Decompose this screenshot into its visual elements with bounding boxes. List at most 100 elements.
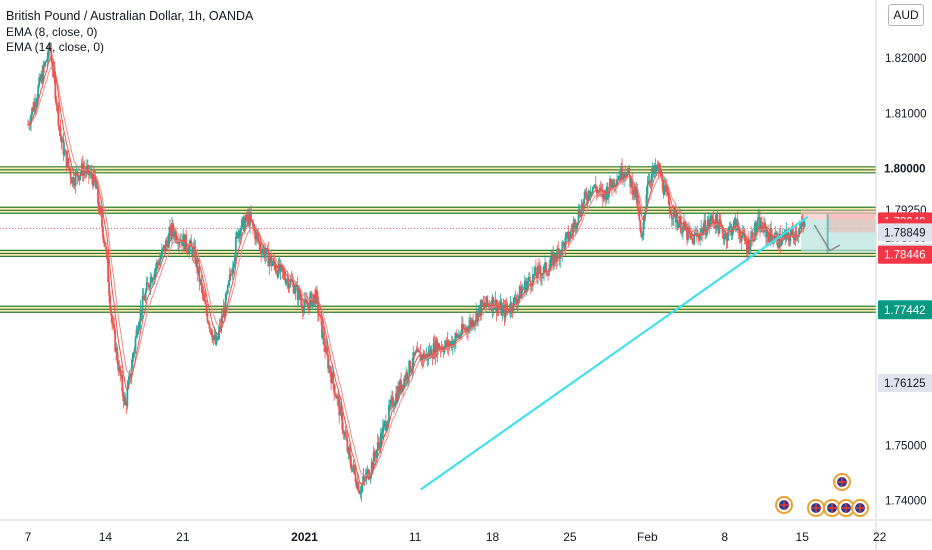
candle-body-559 [593, 184, 596, 187]
candle-body-470 [503, 306, 506, 318]
candle-body-708 [744, 241, 747, 244]
candle-body-284 [315, 290, 317, 305]
candle-body-539 [573, 220, 576, 225]
candle-body-445 [478, 305, 481, 311]
candle-body-93 [121, 375, 124, 392]
candle-body-393 [425, 353, 428, 357]
candle-body-143 [172, 223, 174, 233]
candle-body-336 [367, 469, 370, 479]
x-tick-8: 8 [721, 530, 728, 544]
candle-body-7 [34, 102, 36, 108]
candle-body-96 [124, 396, 127, 405]
candle-body-247 [277, 262, 280, 277]
candle-body-274 [304, 299, 307, 301]
candle-body-48 [75, 171, 78, 173]
candle-body-656 [692, 238, 694, 245]
candle-body-295 [326, 346, 328, 355]
candle-body-604 [639, 219, 642, 232]
candle-body-314 [345, 436, 348, 440]
currency-button[interactable]: AUD [888, 4, 924, 26]
candle-body-665 [701, 228, 704, 235]
chart-legend: British Pound / Australian Dollar, 1h, O… [6, 9, 253, 56]
candle-body-35 [62, 139, 65, 155]
candle-body-272 [302, 305, 305, 312]
candle-body-437 [470, 320, 472, 327]
candle-body-748 [785, 230, 788, 240]
event-flag-cross-4[interactable] [855, 503, 865, 513]
candle-body-695 [731, 230, 734, 236]
candle-body-643 [678, 216, 681, 224]
candle-body-727 [764, 222, 766, 227]
candle-body-103 [131, 357, 134, 369]
candle-body-752 [789, 235, 792, 242]
candle-body-134 [162, 245, 165, 249]
candle-body-423 [455, 333, 458, 335]
event-flag-cross-5[interactable] [837, 477, 847, 487]
candle-body-152 [181, 240, 184, 246]
candle-body-429 [462, 323, 464, 330]
candle-body-493 [526, 281, 529, 285]
candle-body-351 [382, 423, 385, 427]
candle-body-298 [329, 365, 332, 374]
candle-body-600 [635, 188, 638, 198]
candle-body-220 [250, 213, 252, 221]
candle-body-603 [638, 209, 641, 220]
candle-body-122 [150, 276, 153, 283]
candle-body-332 [363, 476, 366, 478]
ema14-line [27, 66, 805, 477]
price-badge-3 [878, 223, 932, 242]
candle-body-454 [487, 303, 490, 305]
candle-body-169 [198, 266, 201, 282]
event-flag-cross-2[interactable] [827, 503, 837, 513]
candle-body-177 [206, 312, 209, 322]
candle-body-42 [69, 170, 72, 179]
candle-body-439 [472, 319, 474, 327]
candle-body-306 [337, 396, 340, 399]
candle-body-159 [188, 245, 191, 253]
candle-body-282 [313, 294, 315, 299]
candle-body-100 [128, 373, 131, 381]
candle-body-279 [309, 292, 312, 298]
symbol-title[interactable]: British Pound / Australian Dollar, 1h, O… [6, 9, 254, 23]
candle-body-79 [107, 258, 109, 282]
event-flag-cross-1[interactable] [811, 503, 821, 513]
candle-body-90 [118, 366, 121, 371]
candle-body-396 [428, 351, 431, 356]
candle-body-34 [61, 139, 64, 143]
candle-body-628 [663, 185, 666, 196]
candle-body-664 [700, 228, 703, 234]
candle-body-548 [582, 199, 585, 207]
candle-body-335 [366, 469, 369, 473]
candle-body-764 [801, 221, 804, 225]
candle-body-287 [318, 313, 320, 316]
candle-body-82 [110, 308, 113, 316]
candle-body-668 [704, 220, 707, 236]
candle-body-427 [460, 334, 462, 337]
event-flag-cross-3[interactable] [841, 503, 851, 513]
price-badge-label-0: 1.80000 [884, 164, 926, 176]
support-resistance-lines [0, 166, 876, 313]
price-badge-label-5: 1.78446 [884, 250, 926, 262]
candle-body-59 [86, 165, 89, 168]
candle-body-281 [311, 298, 314, 307]
candle-body-273 [303, 299, 306, 306]
candle-body-77 [105, 246, 107, 250]
candle-body-731 [768, 235, 771, 243]
candle-body-556 [590, 191, 593, 194]
candle-body-141 [170, 226, 172, 237]
candle-body-611 [646, 184, 649, 195]
event-markers[interactable] [775, 473, 869, 517]
candle-body-737 [774, 234, 777, 241]
candle-body-92 [120, 375, 123, 377]
event-flag-cross-0[interactable] [779, 500, 789, 510]
ema8-label[interactable]: EMA (8, close, 0) [6, 24, 98, 39]
candle-body-732 [769, 228, 772, 243]
candle-body-700 [736, 219, 739, 228]
drawings[interactable] [419, 215, 841, 491]
ema14-label[interactable]: EMA (14, close, 0) [6, 40, 105, 54]
candle-body-253 [283, 271, 286, 279]
candle-body-106 [134, 337, 137, 349]
short-position-tool[interactable] [801, 210, 876, 253]
